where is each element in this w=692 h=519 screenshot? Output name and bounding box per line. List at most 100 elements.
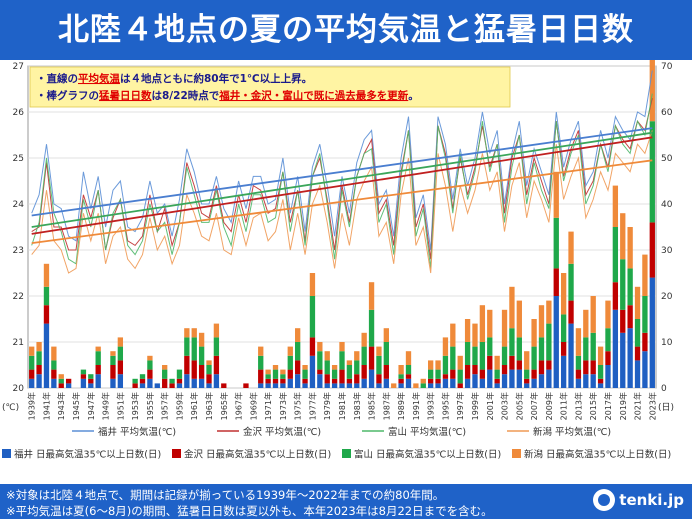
bar-segment bbox=[287, 346, 293, 356]
bar-segment bbox=[524, 369, 530, 379]
bar-segment bbox=[405, 351, 412, 365]
x-tick-label: 1955年 bbox=[145, 392, 155, 420]
bar-segment bbox=[80, 369, 87, 375]
bar-segment bbox=[324, 360, 330, 375]
x-tick-label: 1949年 bbox=[101, 392, 111, 420]
bar-segment bbox=[354, 360, 360, 375]
bar-segment bbox=[117, 337, 124, 347]
bar-segment bbox=[464, 319, 471, 342]
bar-segment bbox=[642, 296, 648, 333]
x-tick-label: 1989年 bbox=[396, 392, 406, 420]
bar-segment bbox=[110, 355, 116, 365]
bar-segment bbox=[427, 378, 434, 384]
legend-bar-swatch bbox=[172, 449, 181, 458]
bar-segment bbox=[516, 300, 522, 338]
bar-segment bbox=[501, 309, 508, 347]
bar-segment bbox=[368, 369, 375, 388]
x-tick-label: 1991年 bbox=[411, 392, 421, 420]
bar-segment bbox=[317, 342, 323, 352]
x-tick-label: 1963年 bbox=[204, 392, 214, 420]
bar-segment bbox=[147, 360, 153, 370]
legend-label: 富山 日最高気温35℃以上日数(日) bbox=[354, 449, 501, 461]
bar-segment bbox=[139, 374, 146, 379]
bar-segment bbox=[162, 378, 168, 388]
note-segment: 猛暑日日数 bbox=[98, 89, 152, 102]
bar-segment bbox=[583, 360, 589, 375]
bar-segment bbox=[65, 378, 72, 384]
bar-segment bbox=[302, 378, 308, 384]
note-segment: ・直線の bbox=[36, 72, 78, 85]
bar-segment bbox=[383, 378, 389, 388]
bar-segment bbox=[309, 296, 316, 338]
notes-box bbox=[29, 66, 511, 108]
bar-segment bbox=[494, 378, 500, 384]
note-segment: は8/22時点で bbox=[152, 89, 220, 102]
bar-segment bbox=[88, 383, 94, 388]
bar-segment bbox=[58, 374, 64, 379]
bar-segment bbox=[280, 369, 286, 375]
bar-segment bbox=[29, 369, 35, 379]
x-tick-label: 1985年 bbox=[367, 392, 377, 420]
bar-segment bbox=[516, 337, 522, 361]
x-tick-label: 1945年 bbox=[71, 392, 81, 420]
x-tick-label: 1979年 bbox=[322, 392, 332, 420]
bar-segment bbox=[29, 355, 35, 370]
note-line: ・直線の平均気温は４地点ともに約80年で1℃以上上昇。 bbox=[36, 72, 312, 85]
bar-segment bbox=[272, 383, 279, 388]
bar-segment bbox=[553, 171, 559, 218]
x-tick-label: 1959年 bbox=[174, 392, 184, 420]
bar-segment bbox=[524, 351, 530, 370]
bar-segment bbox=[450, 369, 456, 379]
bar-segment bbox=[376, 346, 382, 356]
bar-segment bbox=[302, 369, 308, 379]
bar-segment bbox=[368, 282, 375, 310]
bar-segment bbox=[354, 383, 360, 388]
legend-label: 金沢 日最高気温35℃以上日数(日) bbox=[184, 449, 331, 461]
bar-segment bbox=[398, 365, 404, 375]
bar-segment bbox=[435, 369, 441, 379]
legend-label: 福井 平均気温(℃) bbox=[98, 426, 176, 438]
bar-segment bbox=[206, 360, 212, 365]
bar-segment bbox=[265, 378, 271, 384]
bar-segment bbox=[206, 383, 212, 388]
bar-segment bbox=[398, 378, 404, 384]
bar-segment bbox=[553, 217, 559, 269]
bar-segment bbox=[213, 355, 220, 375]
bar-segment bbox=[538, 305, 545, 338]
bar-segment bbox=[258, 383, 264, 388]
note-segment: ・棒グラフの bbox=[36, 89, 99, 102]
bar-segment bbox=[627, 227, 633, 269]
bar-segment bbox=[568, 263, 574, 301]
bar-segment bbox=[590, 296, 596, 333]
bar-segment bbox=[272, 365, 279, 370]
bar-segment bbox=[568, 231, 574, 264]
bar-segment bbox=[361, 365, 367, 379]
bar-segment bbox=[51, 378, 57, 388]
legend-bar-swatch bbox=[2, 449, 11, 458]
bar-segment bbox=[206, 374, 212, 384]
bar-segment bbox=[176, 369, 183, 379]
bar-segment bbox=[398, 383, 404, 388]
bar-segment bbox=[295, 342, 301, 361]
bar-segment bbox=[265, 383, 271, 388]
bar-segment bbox=[258, 346, 264, 356]
page-title: 北陸４地点の夏の平均気温と猛暑日日数 bbox=[0, 0, 692, 60]
bar-segment bbox=[376, 374, 382, 384]
bar-segment bbox=[43, 305, 50, 324]
bar-segment bbox=[368, 309, 375, 347]
bar-segment bbox=[479, 342, 486, 370]
bar-segment bbox=[605, 328, 611, 352]
bar-segment bbox=[354, 374, 360, 384]
bar-segment bbox=[568, 300, 574, 324]
bar-segment bbox=[51, 360, 57, 370]
bar-segment bbox=[501, 346, 508, 365]
bar-segment bbox=[538, 337, 545, 361]
bar-segment bbox=[627, 328, 633, 388]
bar-segment bbox=[331, 378, 338, 384]
x-tick-label: 2023年 bbox=[647, 392, 657, 420]
trend-line bbox=[31, 159, 653, 244]
bar-segment bbox=[420, 378, 426, 384]
bar-segment bbox=[295, 328, 301, 342]
x-tick-label: 1995年 bbox=[440, 392, 450, 420]
x-tick-label: 1941年 bbox=[41, 392, 51, 420]
